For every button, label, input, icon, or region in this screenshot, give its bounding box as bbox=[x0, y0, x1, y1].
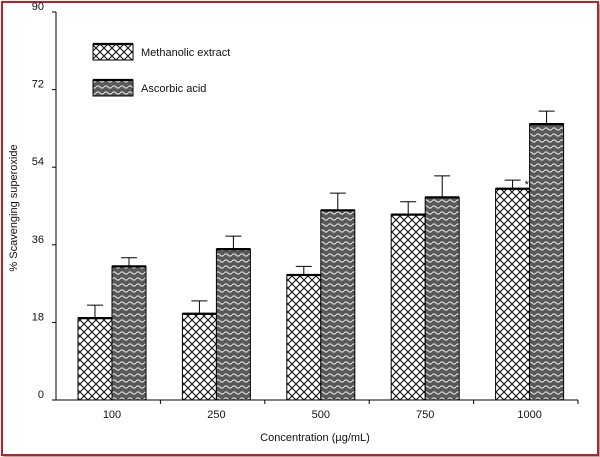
bar bbox=[181, 313, 217, 401]
legend-label: Methanolic extract bbox=[141, 47, 230, 59]
bar bbox=[215, 248, 251, 401]
bar bbox=[495, 188, 531, 401]
y-tick-label: 90 bbox=[32, 1, 44, 13]
bar bbox=[77, 317, 113, 401]
bar bbox=[390, 214, 426, 401]
bar bbox=[424, 196, 460, 401]
legend-swatch bbox=[92, 43, 134, 61]
x-tick-label: 250 bbox=[207, 409, 225, 421]
significance-marker: * bbox=[525, 179, 530, 191]
x-tick-label: 1000 bbox=[517, 409, 541, 421]
plot-area: 0 18 36 54 72 90 100 250 500 750 1000 * bbox=[32, 1, 579, 421]
y-tick-label: 0 bbox=[38, 389, 44, 401]
x-tick-label: 750 bbox=[416, 409, 434, 421]
y-axis-title: % Scavenging superoxide bbox=[8, 144, 20, 271]
y-tick-label: 18 bbox=[32, 311, 44, 323]
y-tick-label: 54 bbox=[32, 156, 44, 168]
bar bbox=[111, 265, 147, 401]
legend: Methanolic extract Ascorbic acid bbox=[92, 42, 230, 97]
bar bbox=[320, 209, 356, 401]
x-tick-label: 100 bbox=[103, 409, 121, 421]
x-tick-label: 500 bbox=[312, 409, 330, 421]
bar bbox=[286, 274, 322, 401]
y-tick-label: 72 bbox=[32, 79, 44, 91]
legend-label: Ascorbic acid bbox=[141, 83, 206, 95]
bar bbox=[529, 123, 565, 401]
x-axis-title: Concentration (µg/mL) bbox=[260, 432, 370, 444]
legend-swatch bbox=[92, 79, 134, 97]
y-tick-label: 36 bbox=[32, 234, 44, 246]
